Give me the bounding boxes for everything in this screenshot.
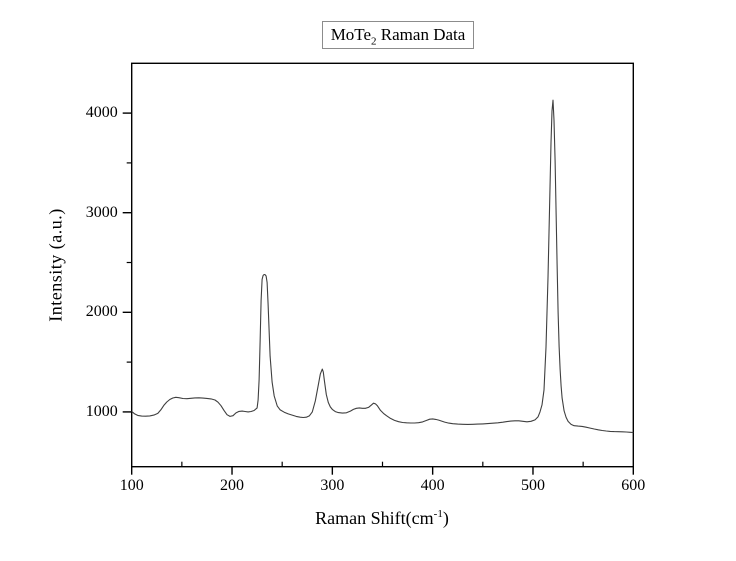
x-axis-tick-labels: 100 200 300 400 500 600	[0, 477, 736, 499]
x-tick-label-100: 100	[119, 477, 144, 494]
x-tick-label-300: 300	[320, 477, 345, 494]
x-tick-label-500: 500	[520, 477, 545, 494]
x-axis-title: Raman Shift(cm-1)	[315, 508, 449, 528]
chart-title-subscript: 2	[371, 35, 377, 48]
y-axis-tick-labels: 1000 2000 3000 4000	[0, 0, 120, 561]
y-tick-label-3000: 3000	[85, 203, 118, 221]
chart-title-suffix: Raman Data	[376, 25, 466, 44]
x-tick-label-200: 200	[220, 477, 245, 494]
raman-spectrum-line	[131, 99, 634, 434]
x-tick-label-600: 600	[621, 477, 646, 494]
x-tick-label-400: 400	[420, 477, 445, 494]
y-tick-label-2000: 2000	[85, 303, 118, 321]
y-tick-label-4000: 4000	[85, 104, 118, 122]
chart-title-text: MoTe	[330, 25, 372, 44]
y-axis-title: Intensity (a.u.)	[45, 208, 66, 322]
x-axis-title-superscript: -1	[433, 508, 443, 520]
y-tick-label-1000: 1000	[85, 402, 118, 420]
chart-title: MoTe2 Raman Data	[322, 21, 474, 49]
plot-frame	[130, 62, 635, 468]
